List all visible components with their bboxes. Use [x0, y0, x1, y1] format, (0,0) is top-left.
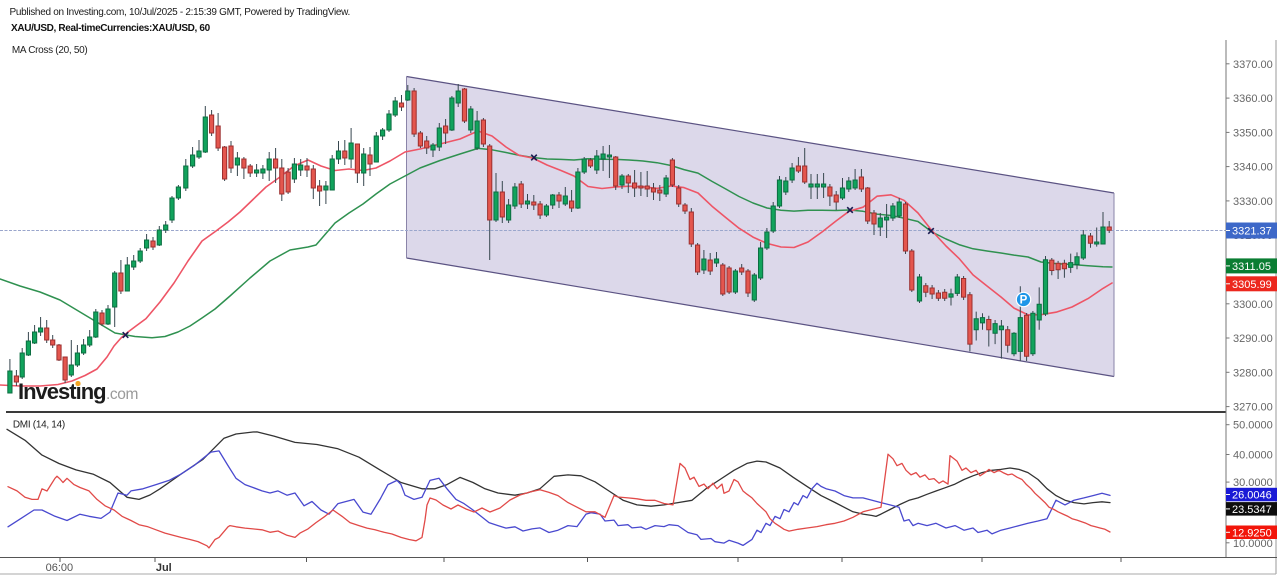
- svg-text:50.0000: 50.0000: [1233, 420, 1273, 432]
- svg-text:P: P: [1020, 295, 1028, 307]
- svg-text:3290.00: 3290.00: [1233, 333, 1273, 345]
- svg-text:3370.00: 3370.00: [1233, 59, 1273, 71]
- svg-text:40.0000: 40.0000: [1233, 450, 1273, 462]
- svg-text:10.0000: 10.0000: [1233, 538, 1273, 550]
- svg-text:3311.05: 3311.05: [1232, 261, 1271, 273]
- svg-text:MA Cross (20, 50): MA Cross (20, 50): [12, 45, 87, 56]
- svg-text:.com: .com: [106, 386, 138, 403]
- svg-text:3321.37: 3321.37: [1232, 226, 1272, 238]
- svg-text:3330.00: 3330.00: [1233, 196, 1273, 208]
- svg-text:Jul: Jul: [156, 562, 172, 574]
- svg-text:3360.00: 3360.00: [1233, 93, 1273, 105]
- svg-text:3340.00: 3340.00: [1233, 162, 1273, 174]
- svg-text:XAU/USD, Real-timeCurrencies:X: XAU/USD, Real-timeCurrencies:XAU/USD, 60: [11, 23, 211, 34]
- svg-text:DMI (14, 14): DMI (14, 14): [13, 420, 65, 431]
- svg-text:26.0046: 26.0046: [1232, 490, 1272, 502]
- svg-text:Published on Investing.com, 10: Published on Investing.com, 10/Jul/2025 …: [10, 7, 351, 18]
- svg-text:3280.00: 3280.00: [1233, 367, 1273, 379]
- svg-text:12.9250: 12.9250: [1232, 527, 1272, 539]
- svg-text:06:00: 06:00: [46, 562, 74, 574]
- svg-text:Investing: Investing: [18, 379, 106, 404]
- svg-text:3300.00: 3300.00: [1233, 299, 1273, 311]
- svg-text:23.5347: 23.5347: [1232, 504, 1272, 516]
- svg-text:3270.00: 3270.00: [1233, 402, 1273, 414]
- svg-text:3305.99: 3305.99: [1232, 279, 1272, 291]
- svg-text:3350.00: 3350.00: [1233, 127, 1273, 139]
- svg-text:30.0000: 30.0000: [1233, 477, 1273, 489]
